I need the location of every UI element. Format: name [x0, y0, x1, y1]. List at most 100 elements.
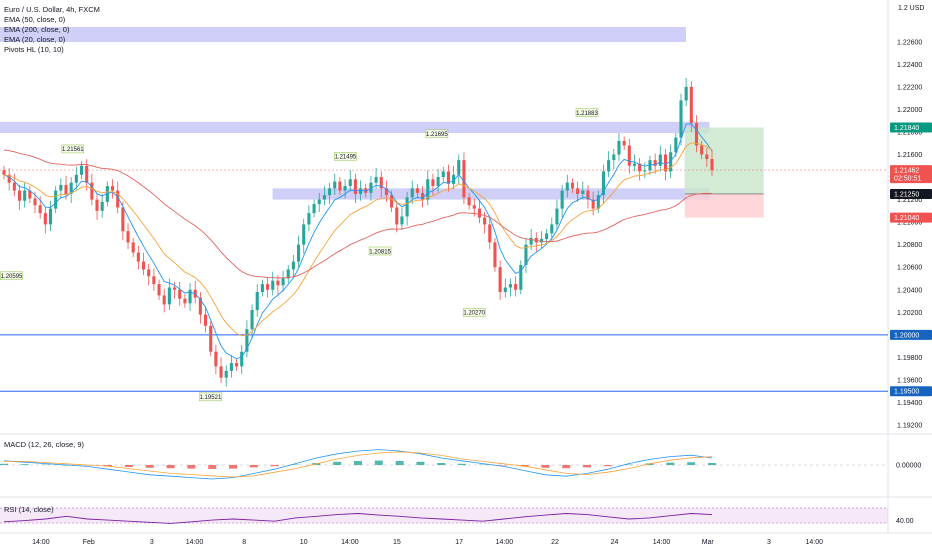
pivot-label-box: [462, 308, 486, 317]
price-pill: [890, 165, 932, 184]
candle: [632, 163, 637, 166]
candle: [281, 278, 285, 286]
candle: [48, 208, 53, 225]
candle: [69, 182, 73, 194]
candle: [23, 190, 27, 201]
candle: [353, 179, 357, 194]
candle: [260, 284, 264, 293]
candle: [286, 269, 290, 279]
macd-bar: [208, 465, 217, 469]
candle: [59, 184, 63, 191]
candle: [694, 122, 699, 146]
candle: [333, 181, 337, 189]
candle: [581, 190, 585, 194]
candle: [436, 177, 440, 187]
candle: [235, 363, 239, 367]
candle: [395, 207, 399, 225]
candle: [705, 154, 709, 160]
candle: [669, 152, 673, 172]
candle: [467, 197, 471, 206]
candle: [38, 205, 42, 214]
candle: [110, 186, 115, 191]
candle: [622, 140, 626, 146]
candle: [452, 174, 456, 184]
candle: [100, 201, 104, 211]
macd-bar: [583, 465, 592, 468]
candle: [359, 188, 363, 194]
macd-bar: [354, 461, 362, 465]
candle: [12, 182, 16, 191]
price-pill: [890, 188, 932, 199]
candle: [689, 86, 693, 123]
candle: [28, 190, 32, 199]
macd-bar: [416, 461, 425, 465]
candle: [493, 242, 497, 268]
macd-bar: [562, 465, 571, 469]
price-pill-label: 1.21462: [894, 168, 919, 175]
time-label: 14:00: [496, 539, 514, 546]
candle: [343, 186, 347, 191]
time-label: 22: [551, 539, 559, 546]
macd-bar: [458, 463, 467, 465]
rsi-axis-label: 40.00: [896, 518, 914, 525]
rsi-band: [0, 508, 888, 523]
time-label: 14:00: [186, 539, 204, 546]
time-label: Feb: [83, 539, 95, 546]
macd-bar: [666, 462, 675, 465]
macd-line: [3, 449, 713, 480]
time-label: 14:00: [341, 539, 359, 546]
candle: [17, 190, 22, 201]
legend-ema20: EMA (20, close, 0): [4, 35, 66, 44]
candle: [374, 177, 378, 183]
chart-legend: Euro / U.S. Dollar, 4h, FXCM EMA (50, cl…: [4, 5, 100, 55]
candle: [203, 314, 208, 326]
candle: [601, 171, 606, 196]
candle: [328, 188, 332, 196]
price-pill: [890, 329, 932, 340]
ema200-line: [3, 149, 713, 279]
macd-bar: [687, 462, 696, 465]
candle: [596, 195, 600, 209]
y-tick-label: 1.21000: [897, 220, 922, 227]
candle: [136, 252, 140, 262]
time-label: 17: [455, 539, 463, 546]
candle: [178, 289, 182, 299]
symbol-line: Euro / U.S. Dollar, 4h, FXCM: [4, 5, 100, 14]
candle: [586, 190, 590, 200]
macd-bar: [249, 465, 258, 468]
candle: [591, 199, 595, 209]
candle: [369, 182, 373, 193]
pivot-label-box: [334, 152, 357, 161]
macd-axis-label: 0.00000: [896, 463, 921, 470]
candle: [64, 184, 68, 194]
candle: [224, 370, 228, 378]
candle: [679, 100, 683, 138]
time-label: 24: [611, 539, 619, 546]
resistance-zone: [272, 188, 710, 200]
pivot-label-box: [368, 246, 392, 256]
candle: [2, 170, 6, 175]
pivot-label: 1.21561: [62, 147, 84, 153]
macd-bar: [104, 465, 113, 467]
y-tick-label: 1.20400: [897, 287, 922, 294]
time-label: 8: [242, 539, 246, 546]
candle: [7, 174, 11, 183]
pivot-label: 1.21883: [576, 111, 598, 117]
time-label: 10: [300, 539, 308, 546]
y-tick-label: 1.19200: [897, 423, 922, 430]
candle: [276, 280, 280, 286]
price-pill-label: 1.21040: [894, 215, 919, 222]
candle: [653, 160, 657, 166]
legend-ema50: EMA (50, close, 0): [4, 15, 66, 24]
macd-bar: [187, 465, 196, 469]
candle: [384, 188, 388, 196]
macd-bar: [708, 463, 716, 465]
candle: [95, 199, 99, 211]
candle: [131, 242, 135, 253]
pivot-label-box: [199, 392, 222, 402]
candle: [348, 179, 352, 187]
candle: [338, 181, 342, 191]
price-pill: [890, 386, 932, 397]
ema50-line: [3, 142, 713, 337]
